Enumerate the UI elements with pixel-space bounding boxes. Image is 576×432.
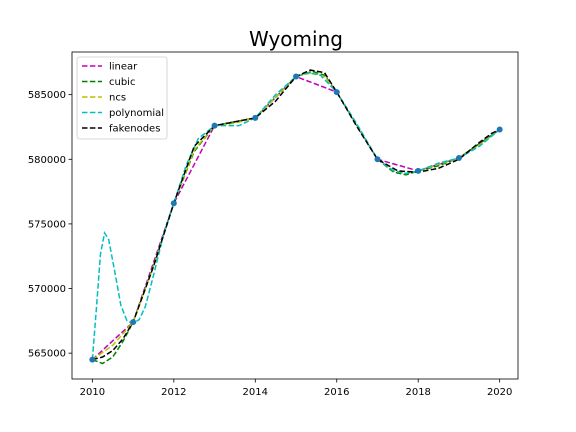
data-point xyxy=(170,200,177,207)
legend-label: cubic xyxy=(109,77,135,88)
y-tick-label: 565000 xyxy=(28,349,66,360)
y-tick-label: 580000 xyxy=(28,155,66,166)
x-tick-label: 2016 xyxy=(324,387,349,398)
legend-label: fakenodes xyxy=(109,124,160,135)
legend-label: polynomial xyxy=(109,108,164,119)
data-point xyxy=(415,167,422,174)
data-markers xyxy=(89,73,503,363)
series-line-polynomial xyxy=(91,71,501,360)
data-point xyxy=(374,156,381,163)
data-point xyxy=(455,154,462,161)
x-tick-label: 2020 xyxy=(487,387,512,398)
x-tick-label: 2014 xyxy=(243,387,268,398)
data-point xyxy=(130,319,137,326)
data-point xyxy=(89,356,96,363)
data-point xyxy=(496,126,503,133)
data-point xyxy=(211,122,218,129)
legend-label: ncs xyxy=(109,93,126,104)
data-point xyxy=(333,89,340,96)
legend: linear cubic ncs polynomial fakenodes xyxy=(76,56,168,140)
y-tick-label: 570000 xyxy=(28,284,66,295)
y-tick-label: 575000 xyxy=(28,219,66,230)
legend-box xyxy=(76,56,168,140)
data-point xyxy=(252,114,259,121)
y-axis: 565000 570000 575000 580000 585000 xyxy=(28,90,72,360)
y-tick-label: 585000 xyxy=(28,90,66,101)
x-tick-label: 2010 xyxy=(80,387,105,398)
x-axis: 2010 2012 2014 2016 2018 2020 xyxy=(80,379,512,398)
data-point xyxy=(293,73,300,80)
legend-label: linear xyxy=(109,62,138,73)
x-tick-label: 2018 xyxy=(405,387,430,398)
chart-title: Wyoming xyxy=(249,27,343,51)
x-tick-label: 2012 xyxy=(161,387,186,398)
